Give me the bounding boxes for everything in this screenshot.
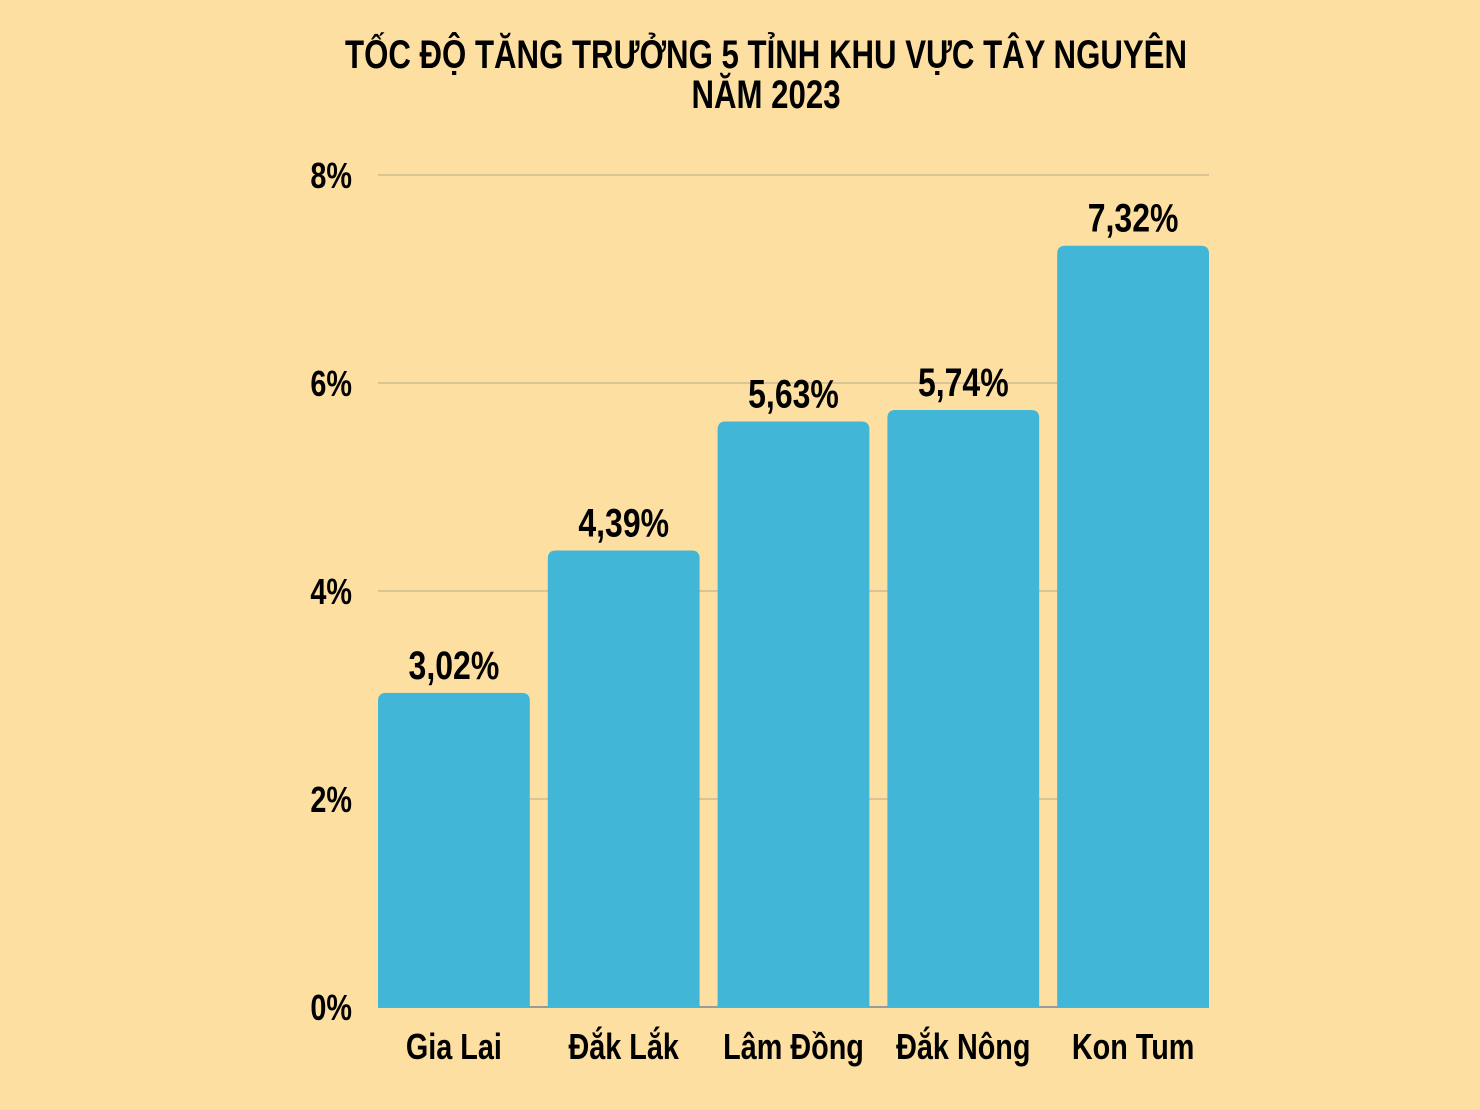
y-tick-label: 8% <box>310 155 352 196</box>
y-tick-label: 4% <box>310 571 352 612</box>
bar <box>887 410 1040 1007</box>
data-label: 4,39% <box>578 500 669 545</box>
data-label: 5,63% <box>748 371 839 416</box>
bar <box>378 692 530 1007</box>
bar <box>1057 245 1209 1008</box>
x-tick-label: Đắk Nông <box>896 1026 1030 1067</box>
x-tick-label: Đắk Lắk <box>569 1026 680 1067</box>
data-label: 5,74% <box>918 360 1009 405</box>
x-tick-label: Kon Tum <box>1072 1026 1195 1067</box>
data-label: 3,02% <box>409 642 500 687</box>
bar <box>547 550 700 1007</box>
x-tick-label: Lâm Đồng <box>723 1026 864 1067</box>
bar <box>717 421 870 1008</box>
y-tick-label: 2% <box>310 779 352 820</box>
y-tick-label: 6% <box>310 363 352 404</box>
chart-title-line-2: NĂM 2023 <box>691 72 840 117</box>
y-tick-label: 0% <box>310 987 352 1028</box>
data-label: 7,32% <box>1088 195 1179 240</box>
chart-title-line-1: TỐC ĐỘ TĂNG TRƯỞNG 5 TỈNH KHU VỰC TÂY NG… <box>345 32 1187 77</box>
x-tick-label: Gia Lai <box>406 1026 502 1067</box>
